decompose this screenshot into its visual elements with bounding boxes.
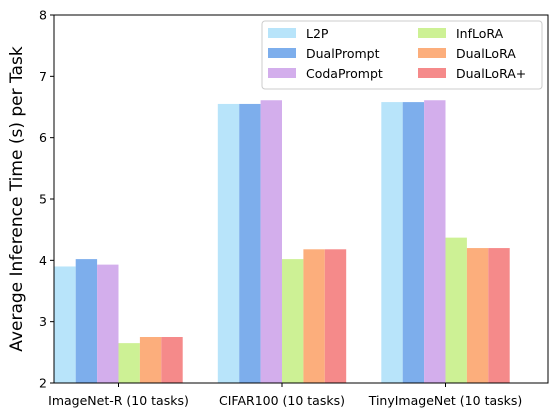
bar-inflora-2 xyxy=(445,237,467,383)
y-axis: 2 3 4 5 6 7 8 xyxy=(39,8,54,391)
bar-duallora--0 xyxy=(161,337,183,383)
bar-codaprompt-2 xyxy=(424,100,446,384)
bar-dualprompt-0 xyxy=(75,259,98,383)
bar-duallora-1 xyxy=(303,249,325,383)
bar-duallora--1 xyxy=(324,249,347,383)
bar-inflora-1 xyxy=(282,259,304,383)
y-tick-label: 8 xyxy=(39,8,47,23)
y-axis-title: Average Inference Time (s) per Task xyxy=(7,46,27,352)
legend-swatch xyxy=(268,28,296,38)
legend-swatch xyxy=(268,68,296,78)
legend-swatch xyxy=(418,68,446,78)
bars xyxy=(54,100,510,384)
x-axis: ImageNet-R (10 tasks) CIFAR100 (10 tasks)… xyxy=(48,383,522,408)
x-tick-label: TinyImageNet (10 tasks) xyxy=(368,393,523,408)
bar-inflora-0 xyxy=(118,343,140,383)
y-tick-label: 4 xyxy=(39,253,47,268)
bar-codaprompt-1 xyxy=(260,100,282,384)
legend-label: DualPrompt xyxy=(306,46,380,61)
bar-duallora-0 xyxy=(139,337,162,383)
bar-codaprompt-0 xyxy=(97,264,119,383)
legend-swatch xyxy=(418,28,446,38)
bar-duallora--2 xyxy=(488,248,510,383)
x-tick-label: ImageNet-R (10 tasks) xyxy=(48,393,189,408)
bar-l2p-0 xyxy=(54,266,76,383)
legend-label: DualLoRA xyxy=(456,46,516,61)
legend-swatch xyxy=(268,48,296,58)
y-tick-label: 6 xyxy=(39,130,47,145)
bar-l2p-1 xyxy=(217,103,240,383)
x-tick-label: CIFAR100 (10 tasks) xyxy=(219,393,345,408)
legend-frame xyxy=(261,20,543,90)
legend-label: CodaPrompt xyxy=(306,66,383,81)
y-tick-label: 3 xyxy=(39,314,47,329)
y-tick-label: 2 xyxy=(39,376,47,391)
bar-l2p-2 xyxy=(381,102,403,384)
legend: L2P DualPrompt CodaPrompt InfLoRA DualLoRA Du… xyxy=(261,20,543,90)
y-tick-label: 7 xyxy=(39,69,47,84)
legend-label: L2P xyxy=(306,26,329,41)
legend-label: DualLoRA+ xyxy=(456,66,526,81)
y-tick-label: 5 xyxy=(39,192,47,207)
legend-swatch xyxy=(418,48,446,58)
bar-dualprompt-1 xyxy=(239,103,261,383)
bar-duallora-2 xyxy=(466,248,489,383)
legend-label: InfLoRA xyxy=(456,26,504,41)
bar-dualprompt-2 xyxy=(402,102,425,384)
